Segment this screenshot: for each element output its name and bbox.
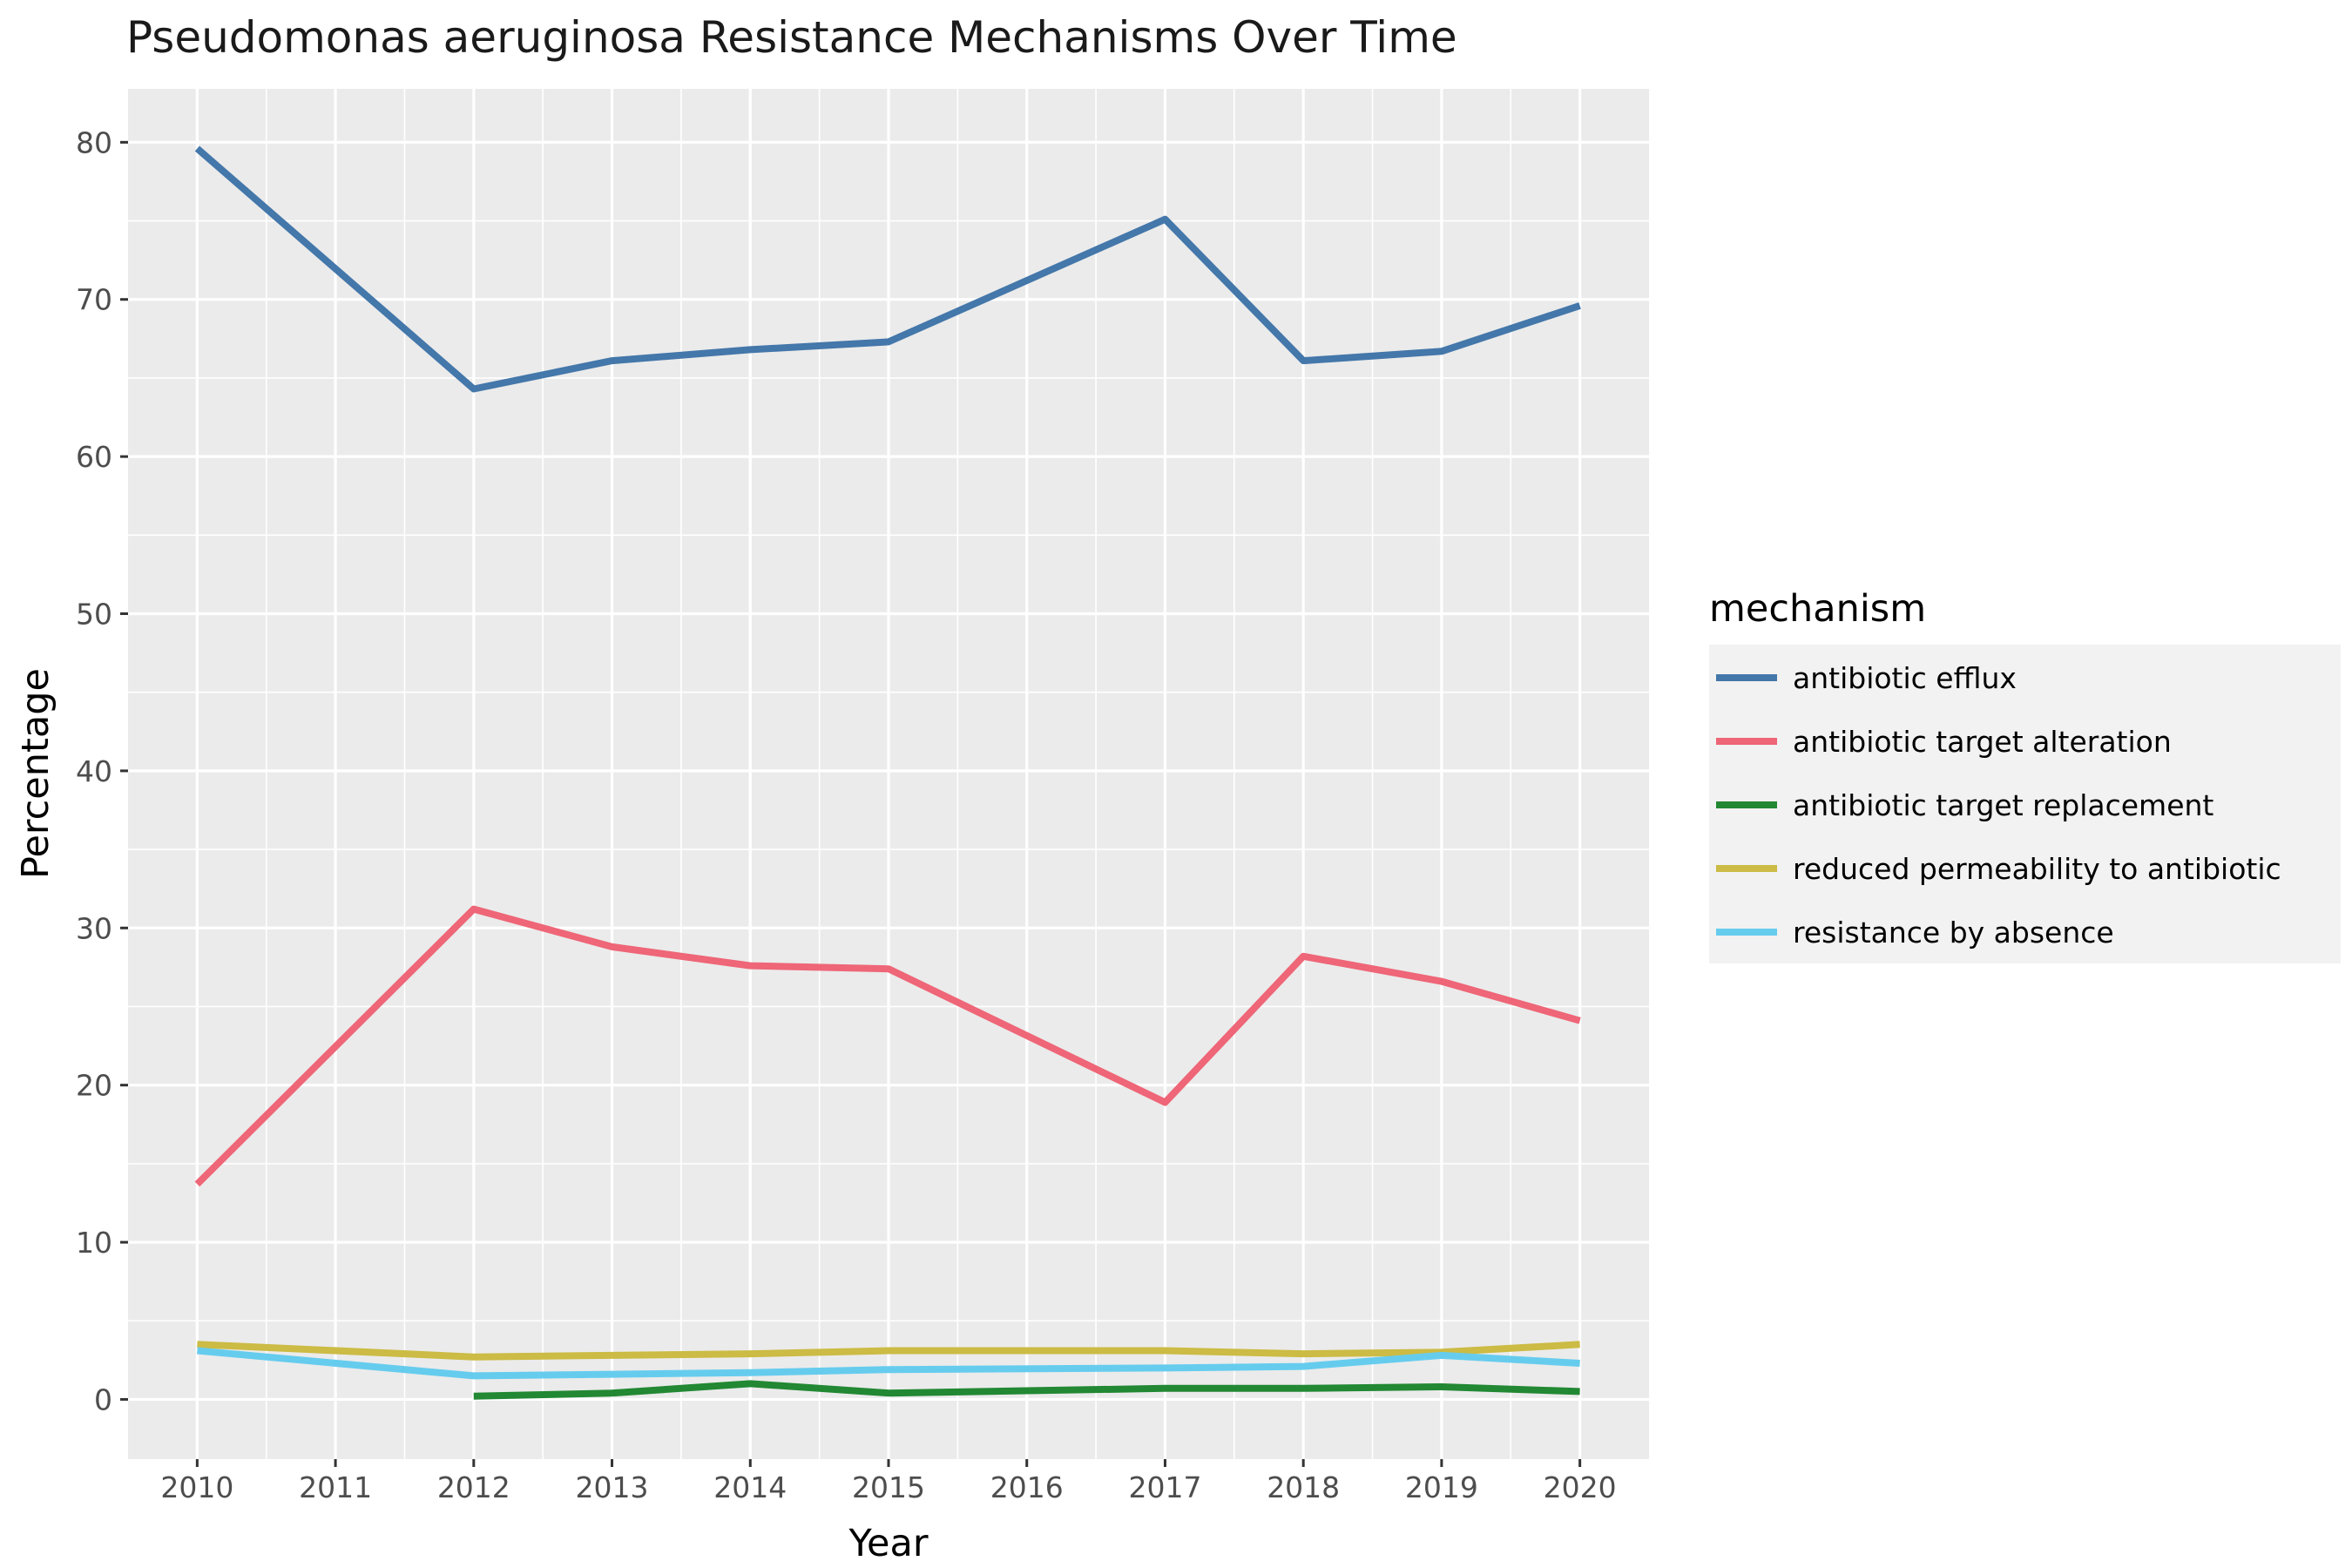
legend-label-3: antibiotic target replacement	[1793, 788, 2213, 822]
legend-key-background	[1709, 645, 2341, 963]
y-axis: 0 10 20 30 40 50 60 70 80	[76, 125, 128, 1416]
chart-title: Pseudomonas aeruginosa Resistance Mechan…	[126, 12, 1457, 63]
x-tick-label: 2019	[1405, 1470, 1478, 1504]
series-line-5	[197, 1347, 1580, 1380]
y-tick-label: 20	[76, 1069, 112, 1103]
series-layer	[194, 145, 1581, 1400]
y-axis-title: Percentage	[14, 668, 57, 879]
x-axis-title: Year	[848, 1522, 928, 1565]
x-tick-label: 2013	[576, 1470, 649, 1504]
y-tick-label: 80	[76, 125, 112, 159]
legend-label-1: antibiotic efflux	[1793, 661, 2017, 695]
legend-label-5: resistance by absence	[1793, 916, 2114, 950]
legend-label-2: antibiotic target alteration	[1793, 725, 2172, 759]
series-line-4	[197, 1341, 1580, 1361]
x-tick-label: 2018	[1267, 1470, 1340, 1504]
y-tick-label: 0	[94, 1382, 112, 1416]
x-axis: 2010 2011 2012 2013 2014 2015 2016 2017 2018 2019…	[160, 1459, 1617, 1504]
y-tick-label: 30	[76, 911, 112, 945]
y-tick-label: 60	[76, 440, 112, 474]
series-line-3	[473, 1380, 1580, 1400]
legend-items: antibiotic efflux antibiotic target alter…	[1716, 661, 2281, 950]
x-tick-label: 2017	[1128, 1470, 1201, 1504]
legend: mechanism antibiotic efflux antibiotic ta…	[1709, 587, 2341, 963]
series-line-2	[194, 905, 1581, 1187]
x-tick-label: 2016	[990, 1470, 1064, 1504]
grid	[128, 89, 1649, 1459]
x-tick-label: 2012	[437, 1470, 510, 1504]
x-tick-label: 2015	[852, 1470, 925, 1504]
y-tick-label: 40	[76, 754, 112, 788]
x-tick-label: 2020	[1544, 1470, 1617, 1504]
series-line-1	[194, 145, 1581, 393]
y-tick-label: 70	[76, 283, 112, 317]
y-tick-label: 10	[76, 1226, 112, 1260]
legend-label-4: reduced permeability to antibiotic	[1793, 852, 2281, 886]
legend-title: mechanism	[1709, 587, 1926, 631]
y-tick-label: 50	[76, 598, 112, 632]
x-tick-label: 2010	[160, 1470, 233, 1504]
x-tick-label: 2014	[713, 1470, 787, 1504]
x-tick-label: 2011	[299, 1470, 372, 1504]
